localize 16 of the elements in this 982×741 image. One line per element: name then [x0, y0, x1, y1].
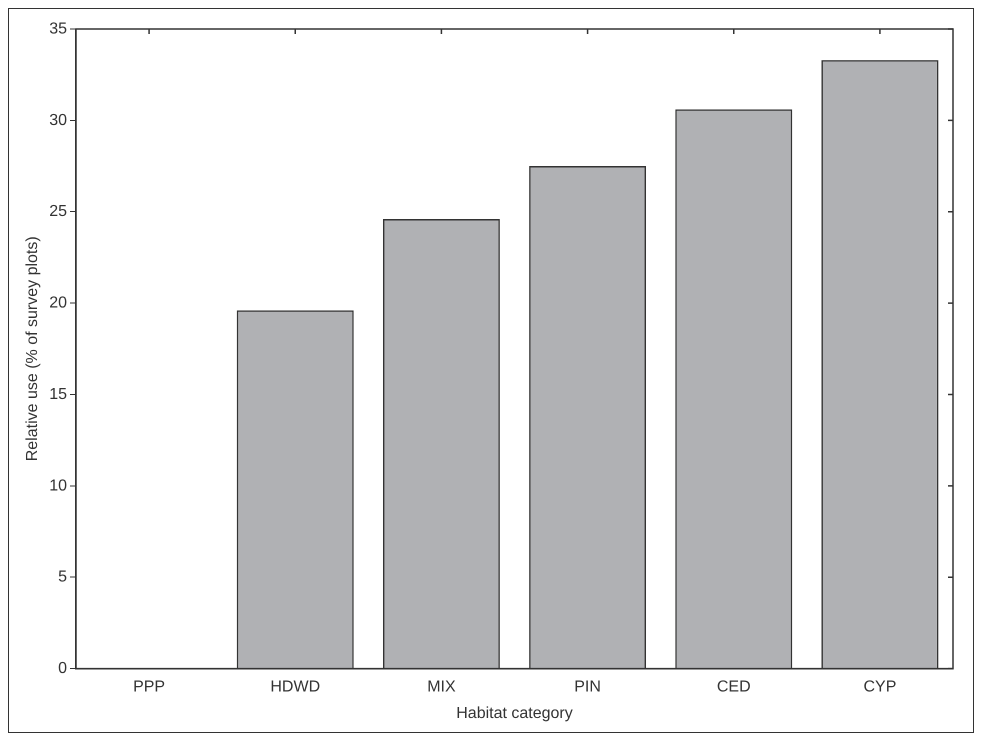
- x-tick-label: MIX: [427, 678, 456, 696]
- y-tick-label: 0: [58, 660, 68, 678]
- y-tick-label: 20: [49, 294, 68, 312]
- x-tick-label: PIN: [574, 678, 601, 696]
- x-tick-label: CYP: [863, 678, 896, 696]
- x-tick-label: CED: [716, 678, 751, 696]
- y-axis-title: Relative use (% of survey plots): [24, 236, 42, 462]
- y-tick-label: 10: [49, 477, 68, 494]
- x-tick-label: PPP: [133, 678, 166, 696]
- x-tick-label: HDWD: [270, 678, 320, 696]
- y-tick-label: 35: [49, 20, 68, 38]
- y-tick-label: 25: [49, 203, 68, 220]
- y-tick-label: 30: [49, 112, 68, 129]
- y-tick-label: 5: [58, 568, 68, 586]
- y-tick-label: 15: [49, 386, 68, 403]
- x-axis-title: Habitat category: [456, 704, 573, 722]
